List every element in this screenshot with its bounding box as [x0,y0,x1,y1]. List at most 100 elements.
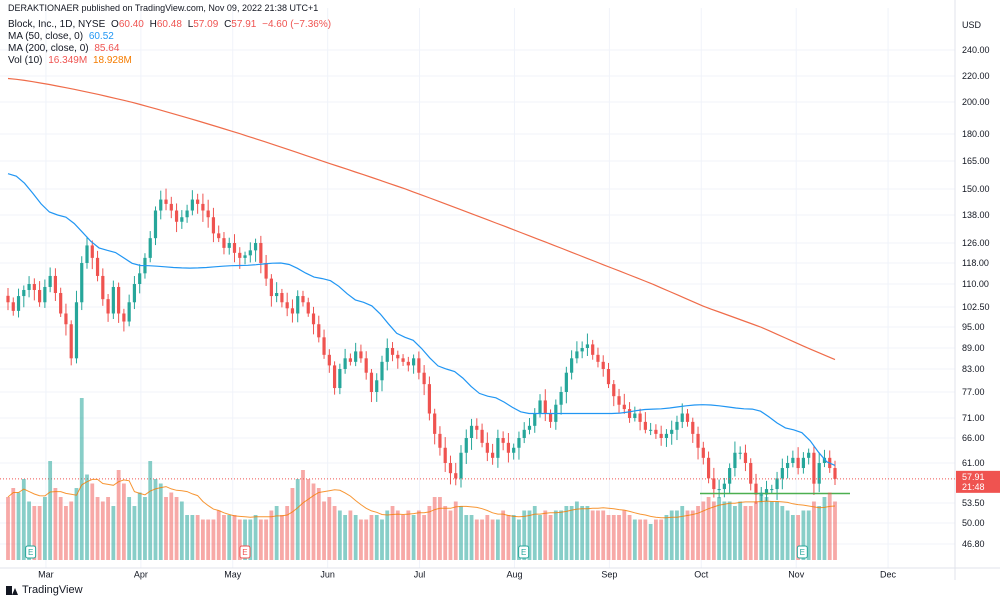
candle-body [770,489,774,491]
close-value: 57.91 [231,19,257,30]
volume-bar [137,492,142,560]
symbol-row: Block, Inc., 1D, NYSE O60.40 H60.48 L57.… [8,19,334,30]
candle-body [559,392,563,405]
candle-body [332,365,337,389]
time-tick-label: Dec [880,569,897,579]
candle-body [80,263,84,303]
candle-body [222,238,226,248]
change-value: −4.60 (−7.36%) [262,19,332,30]
volume-bar [406,510,411,560]
volume-bar [748,506,753,560]
volume-bar [264,519,269,560]
volume-bar [522,510,527,560]
volume-bar [243,519,247,560]
candle-body [564,372,568,392]
price-tick-label: 220.00 [962,71,990,81]
price-tick-label: 180.00 [962,129,990,139]
candle-body [401,358,405,362]
candle-body [659,433,663,438]
candle-body [643,421,647,430]
candle-body [627,409,632,418]
candle-body [422,372,426,385]
volume-bar [580,506,585,560]
volume-bar [743,506,748,560]
price-tick-label: 200.00 [962,97,990,107]
candle-body [443,447,447,463]
candle-body [638,413,642,422]
volume-bar [337,510,342,560]
candle-body [680,413,684,422]
volume-bar [200,519,205,560]
volume-bar [759,492,764,560]
candle-body [16,296,21,311]
candle-body [275,293,279,297]
volume-bar [638,519,643,560]
volume-bar [680,506,685,560]
price-axis-currency: USD [962,20,982,30]
candle-body [448,463,453,474]
volume-bar [806,510,811,560]
volume-bar [274,506,279,560]
price-tick-label: 71.00 [962,413,985,423]
volume-bar [11,488,16,560]
candle-body [512,447,516,453]
earnings-marker [25,545,37,559]
volume-bar [16,492,21,560]
candle-body [833,468,837,479]
candle-body [491,452,495,458]
volume-bar [64,506,68,560]
candle-body [533,413,537,426]
volume-bar [801,510,806,560]
volume-bar [722,501,727,560]
volume-bar [817,506,822,560]
candle-body [712,478,716,490]
ma50-line [7,173,836,466]
volume-bar [127,497,132,560]
candle-body [390,348,395,355]
candle-body [311,313,316,325]
volume-bar [569,506,574,560]
earnings-marker-label: E [521,548,526,557]
tradingview-logo[interactable]: TradingView [6,584,83,596]
candle-body [522,429,526,438]
volume-bar [696,506,700,560]
publisher-row: DERAKTIONAER published on TradingView.co… [8,3,321,14]
candle-body [85,245,89,263]
candle-body [480,429,484,443]
volume-bar [790,515,795,560]
time-tick-label: Aug [506,569,522,579]
candle-body [427,384,432,414]
volume-bar [121,483,126,560]
volume-bar [53,488,58,560]
volume-bar [601,510,606,560]
earnings-marker [518,545,530,559]
volume-bar [27,501,31,560]
volume-bar [116,470,121,560]
volume-bar [527,510,532,560]
candle-body [385,348,389,362]
price-tick-label: 165.00 [962,156,990,166]
volume-bar [411,515,416,560]
candle-body [780,468,784,479]
candle-body [517,438,521,448]
time-tick-label: Oct [694,569,709,579]
ma50-row: MA (50, close, 0) 60.52 [8,31,117,42]
candle-body [812,452,816,484]
volume-bar [622,510,627,560]
candle-body [38,289,42,303]
price-tick-label: 240.00 [962,45,990,55]
candle-body [417,358,421,373]
price-tick-label: 66.00 [962,433,985,443]
volume-bar [754,501,758,560]
time-tick-label: Jul [414,569,426,579]
volume-bar [632,519,637,560]
candle-body [354,351,358,362]
high-value: 60.48 [156,19,182,30]
volume-bar [364,519,369,560]
volume-bar [769,501,774,560]
volume-bar [501,510,506,560]
candle-body [469,425,474,438]
candle-body [322,337,326,355]
